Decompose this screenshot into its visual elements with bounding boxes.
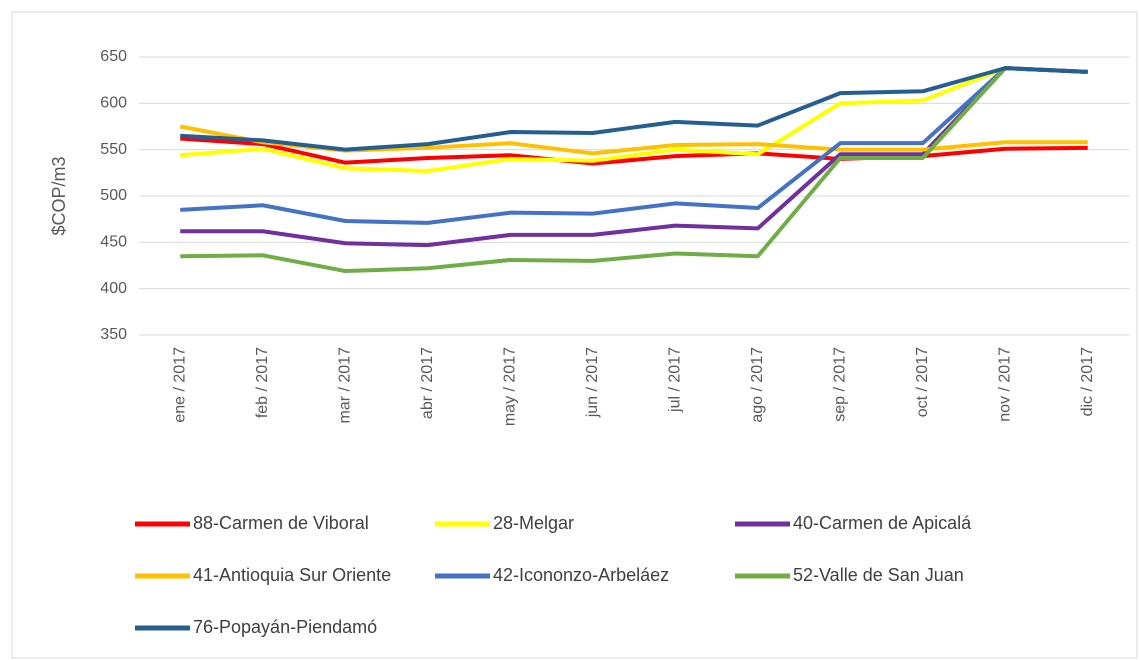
- y-tick-label: 450: [100, 234, 127, 251]
- x-tick-label: jun / 2017: [584, 347, 601, 418]
- x-tick-label: dic / 2017: [1079, 347, 1096, 416]
- y-tick-label: 400: [100, 280, 127, 297]
- y-tick-label: 350: [100, 326, 127, 343]
- series-line: [180, 66, 1088, 225]
- x-tick-label: mar / 2017: [336, 347, 353, 424]
- series-line: [180, 66, 1088, 248]
- series-line: [180, 66, 1088, 274]
- legend-label: 41-Antioquia Sur Oriente: [193, 565, 391, 585]
- legend-label: 40-Carmen de Apicalá: [793, 513, 972, 533]
- x-tick-label: nov / 2017: [996, 347, 1013, 422]
- series-line: [180, 66, 1088, 173]
- legend-label: 88-Carmen de Viboral: [193, 513, 369, 533]
- x-tick-label: oct / 2017: [914, 347, 931, 417]
- y-tick-label: 500: [100, 187, 127, 204]
- y-axis-label: $COP/m3: [49, 156, 69, 235]
- x-tick-label: sep / 2017: [831, 347, 848, 422]
- x-tick-label: feb / 2017: [254, 347, 271, 418]
- legend-label: 42-Icononzo-Arbeláez: [493, 565, 669, 585]
- x-tick-label: abr / 2017: [419, 347, 436, 419]
- legend-label: 52-Valle de San Juan: [793, 565, 964, 585]
- x-tick-label: may / 2017: [501, 347, 518, 426]
- y-tick-label: 650: [100, 48, 127, 65]
- y-tick-label: 600: [100, 95, 127, 112]
- x-tick-label: ene / 2017: [171, 347, 188, 423]
- x-tick-label: jul / 2017: [666, 347, 683, 413]
- legend-label: 28-Melgar: [493, 513, 574, 533]
- y-tick-label: 550: [100, 141, 127, 158]
- series-line: [180, 136, 1088, 166]
- legend-label: 76-Popayán-Piendamó: [193, 617, 377, 637]
- x-tick-label: ago / 2017: [749, 347, 766, 423]
- series-line: [180, 66, 1088, 152]
